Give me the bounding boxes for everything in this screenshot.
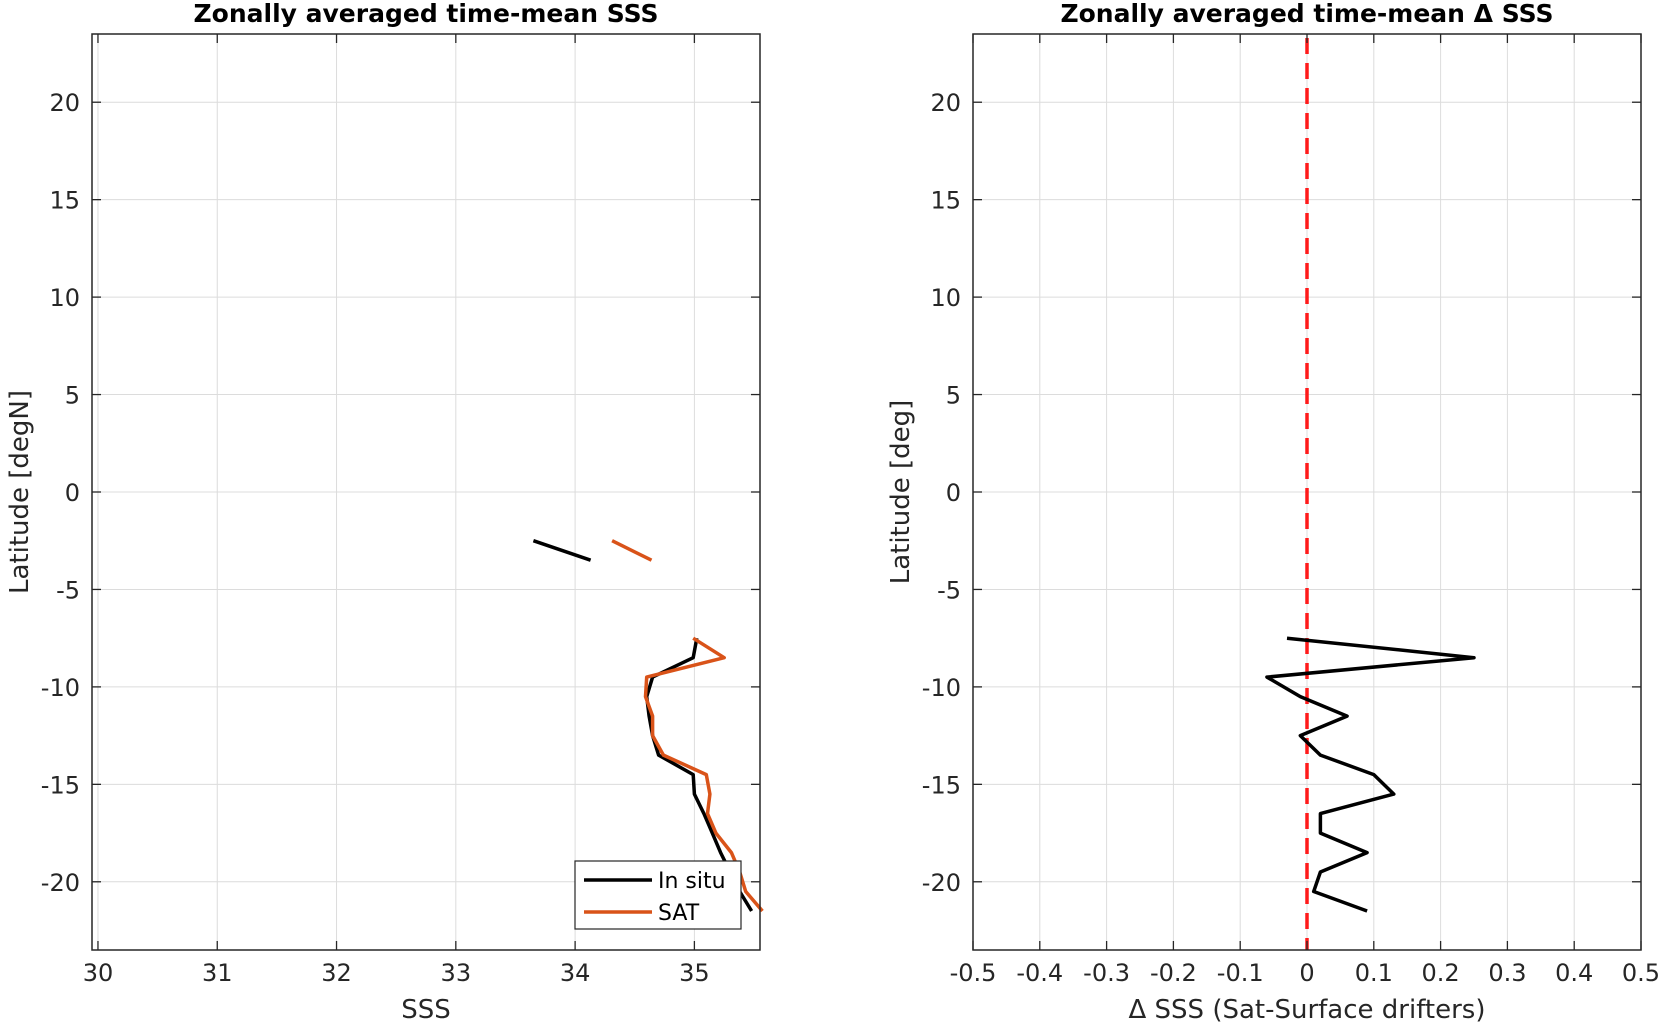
y-tick-label: 15 — [930, 187, 961, 215]
sss-chart-title: Zonally averaged time-mean SSS — [194, 0, 659, 28]
x-tick-label: 32 — [321, 959, 352, 987]
x-tick-label: -0.1 — [1217, 959, 1264, 987]
delta-sss-series-0-line-0 — [1265, 636, 1476, 913]
y-tick-label: 10 — [930, 284, 961, 312]
y-tick-label: 0 — [65, 479, 80, 507]
x-tick-label: -0.4 — [1016, 959, 1063, 987]
y-tick-label: 10 — [49, 284, 80, 312]
sss-y-axis-label: Latitude [degN] — [5, 390, 35, 594]
y-tick-label: -5 — [937, 576, 961, 604]
x-tick-label: 34 — [560, 959, 591, 987]
delta-sss-chart-title: Zonally averaged time-mean Δ SSS — [1061, 0, 1554, 28]
y-tick-label: 5 — [946, 382, 961, 410]
x-tick-label: 33 — [441, 959, 472, 987]
y-tick-label: 0 — [946, 479, 961, 507]
x-tick-label: 0.5 — [1622, 959, 1660, 987]
delta-sss-y-axis-label: Latitude [deg] — [886, 400, 916, 585]
legend-sat-label: SAT — [658, 901, 700, 926]
y-tick-label: -10 — [922, 674, 961, 702]
delta-sss-panel: -0.5 -0.4 -0.3 -0.2 -0.1 0 0.1 0.2 0.3 0.4 0.5 -20 -… — [886, 0, 1660, 1025]
sss-x-axis-label: SSS — [401, 995, 451, 1025]
y-tick-label: 20 — [930, 89, 961, 117]
y-tick-label: -5 — [56, 576, 80, 604]
y-tick-label: -20 — [41, 869, 80, 897]
legend-in-situ-label: In situ — [658, 869, 726, 894]
x-tick-label: 35 — [679, 959, 710, 987]
x-tick-label: -0.2 — [1150, 959, 1197, 987]
delta-sss-series — [1265, 38, 1476, 950]
x-tick-label: 0.2 — [1422, 959, 1460, 987]
y-tick-label: -15 — [41, 771, 80, 799]
x-tick-label: 0 — [1299, 959, 1314, 987]
x-tick-label: 30 — [83, 959, 114, 987]
y-tick-label: -20 — [922, 869, 961, 897]
x-tick-label: 31 — [202, 959, 233, 987]
y-tick-label: 15 — [49, 187, 80, 215]
sss-legend: In situ SAT — [574, 860, 742, 930]
sss-panel: 30 31 32 33 34 35 -20 -15 -10 -5 0 5 10 15 20 Zonally … — [5, 0, 764, 1025]
delta-sss-ticks: -0.5 -0.4 -0.3 -0.2 -0.1 0 0.1 0.2 0.3 0.4 0.5 -20 -… — [922, 34, 1660, 987]
x-tick-label: 0.1 — [1355, 959, 1393, 987]
y-tick-label: -15 — [922, 771, 961, 799]
delta-sss-x-axis-label: Δ SSS (Sat-Surface drifters) — [1129, 995, 1486, 1025]
sss-series-1-line-0 — [611, 539, 653, 562]
sss-ticks: 30 31 32 33 34 35 -20 -15 -10 -5 0 5 10 15 20 — [41, 34, 760, 987]
x-tick-label: 0.4 — [1555, 959, 1593, 987]
sss-series-0-line-0 — [532, 539, 592, 562]
y-tick-label: 5 — [65, 382, 80, 410]
x-tick-label: -0.3 — [1083, 959, 1130, 987]
x-tick-label: 0.3 — [1488, 959, 1526, 987]
y-tick-label: 20 — [49, 89, 80, 117]
legend-box — [574, 860, 742, 930]
y-tick-label: -10 — [41, 674, 80, 702]
x-tick-label: -0.5 — [950, 959, 997, 987]
